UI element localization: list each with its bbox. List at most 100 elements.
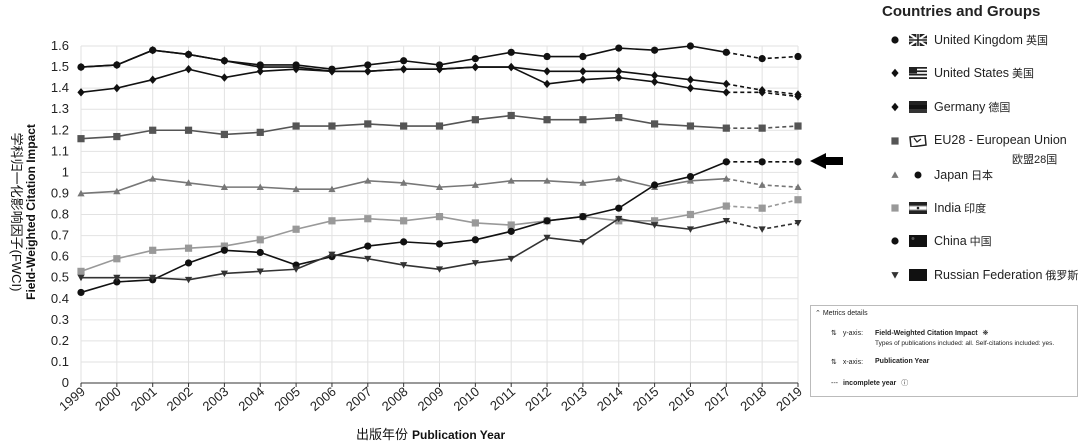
data-point <box>400 122 408 130</box>
uk-flag-icon <box>909 34 927 46</box>
data-point <box>77 135 85 143</box>
x-tick-label: 2010 <box>450 384 482 414</box>
y-tick-label: 0.5 <box>51 270 69 285</box>
data-point <box>471 219 479 227</box>
data-point <box>292 225 300 233</box>
metrics-header[interactable]: ⌃ Metrics details <box>815 310 868 317</box>
data-point <box>400 64 408 74</box>
diamond-marker-icon <box>891 102 899 112</box>
data-point <box>543 234 551 242</box>
gear-icon[interactable]: ❋ <box>982 330 989 337</box>
data-point <box>722 79 730 89</box>
data-point <box>292 266 300 273</box>
us-flag-icon <box>909 67 927 79</box>
incomplete-year-row: --- incomplete year ⓘ <box>831 380 909 387</box>
y-tick-label: 0.2 <box>51 333 69 348</box>
ru-flag-icon <box>909 269 927 281</box>
data-point <box>615 215 623 223</box>
data-point <box>184 126 193 134</box>
legend-item-de[interactable]: Germany 德国 <box>868 97 1080 117</box>
y-tick-label: 0.4 <box>51 291 69 306</box>
data-point <box>543 177 551 184</box>
data-point <box>543 116 551 124</box>
data-point <box>686 210 695 219</box>
data-point <box>507 221 515 229</box>
data-point <box>149 75 157 84</box>
square-marker-icon <box>891 137 899 145</box>
data-point <box>758 181 766 188</box>
de-flag-icon <box>909 101 927 113</box>
data-point <box>220 183 228 190</box>
legend-item-jp[interactable]: Japan 日本 <box>868 165 1080 185</box>
legend-item-cn[interactable]: China 中国 <box>868 231 1080 251</box>
legend-label-cn: 俄罗斯 <box>1045 270 1079 282</box>
data-point <box>435 64 444 74</box>
data-point <box>149 46 157 55</box>
data-point <box>758 204 766 212</box>
legend-item-in[interactable]: India 印度 <box>868 198 1080 218</box>
data-point <box>113 83 121 93</box>
x-tick-label: 2000 <box>92 384 124 414</box>
legend-item-us[interactable]: United States 美国 <box>868 63 1080 83</box>
data-point <box>328 122 336 130</box>
x-tick-label: 2014 <box>594 384 626 414</box>
data-point <box>891 272 899 279</box>
data-point <box>77 288 85 297</box>
data-point <box>543 217 551 225</box>
x-axis-label: x-axis: <box>842 359 864 366</box>
data-point <box>686 226 695 233</box>
eu-flag-icon <box>909 135 927 147</box>
data-point <box>891 68 899 78</box>
chevron-up-icon[interactable]: ⌃ <box>815 310 821 317</box>
x-tick-label: 2019 <box>773 384 805 414</box>
data-point <box>149 175 157 182</box>
data-point <box>758 158 766 166</box>
data-point <box>722 158 730 166</box>
data-point <box>794 52 802 61</box>
data-point <box>292 185 300 193</box>
data-point <box>722 175 730 182</box>
data-point <box>220 73 228 82</box>
data-point <box>471 260 479 267</box>
data-point <box>149 126 157 134</box>
data-point <box>435 213 444 221</box>
legend-item-uk[interactable]: United Kingdom 英国 <box>868 30 1080 50</box>
y-tick-labels: 0 0.1 0.2 0.3 0.4 0.5 0.6 0.7 0.8 0.9 1 1.1 1.2 1.3 1.… <box>51 38 69 390</box>
help-icon[interactable]: ⓘ <box>901 380 909 387</box>
x-tick-label: 2003 <box>200 384 232 414</box>
legend-item-eu[interactable]: EU28 - European Union 欧盟28国 <box>868 131 1080 166</box>
series-russian-federation <box>77 215 802 284</box>
circle-marker-icon <box>891 36 899 44</box>
x-tick-label: 2011 <box>487 384 518 413</box>
data-point <box>471 181 479 188</box>
in-flag-icon <box>909 202 927 214</box>
data-point <box>77 189 85 197</box>
data-point <box>471 116 479 124</box>
y-tick-label: 1.1 <box>51 143 69 158</box>
sort-icon: ⇅ <box>831 330 837 337</box>
y-tick-label: 0 <box>62 375 69 390</box>
data-point <box>113 60 121 70</box>
triangle-marker-icon <box>891 171 899 178</box>
legend-label: China 中国 <box>934 234 992 248</box>
data-point <box>364 67 372 76</box>
data-point <box>722 217 730 225</box>
data-point <box>220 130 228 139</box>
data-point <box>758 55 766 63</box>
legend-item-ru[interactable]: Russian Federation 俄罗斯 <box>868 265 1080 285</box>
data-point <box>579 52 587 61</box>
y-tick-label: 1.4 <box>51 80 69 95</box>
data-point <box>328 251 336 259</box>
x-tick-label: 2008 <box>379 384 411 414</box>
data-point <box>256 268 264 275</box>
x-tick-label: 2012 <box>522 384 554 414</box>
x-tick-label: 2001 <box>128 384 160 414</box>
data-point <box>722 88 730 97</box>
data-point <box>400 238 408 246</box>
legend-label-cn: 日本 <box>971 170 994 182</box>
y-tick-label: 1.2 <box>51 122 69 137</box>
x-tick-labels: 1999 2000 2001 2002 2003 2004 2005 2006 2007 2008… <box>56 383 805 414</box>
legend-label-cn: 欧盟28国 <box>1012 154 1058 166</box>
legend-label-cn: 英国 <box>1025 35 1048 47</box>
data-point <box>651 222 659 229</box>
